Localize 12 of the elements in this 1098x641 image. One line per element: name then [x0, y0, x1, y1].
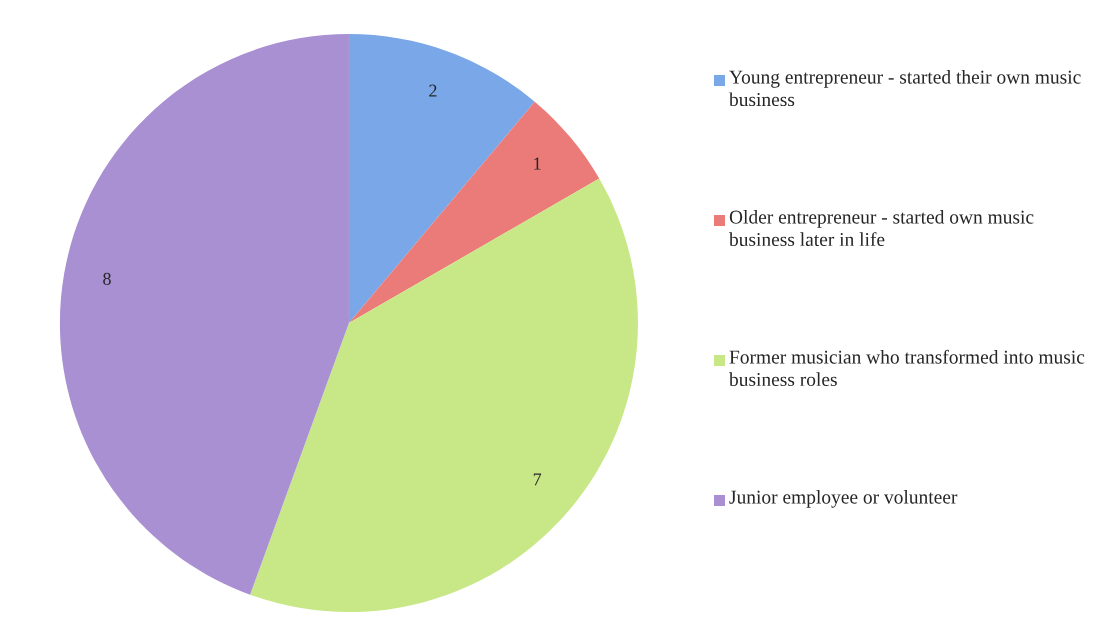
pie-slice [348, 34, 535, 324]
data-label: 8 [103, 272, 111, 285]
legend-label: Older entrepreneur - started own music business later in life [729, 210, 1034, 247]
pie-slice [59, 34, 349, 595]
legend-label: Young entrepreneur - started their own music business [729, 70, 1081, 107]
pie-slice [348, 101, 600, 324]
data-label: 1 [534, 157, 541, 170]
legend-label: Junior employee or volunteer [729, 490, 958, 508]
data-label: 2 [429, 84, 437, 97]
data-label: 7 [533, 473, 542, 486]
legend-label: Former musician who transformed into music business roles [729, 349, 1085, 387]
pie-slice [250, 178, 638, 613]
